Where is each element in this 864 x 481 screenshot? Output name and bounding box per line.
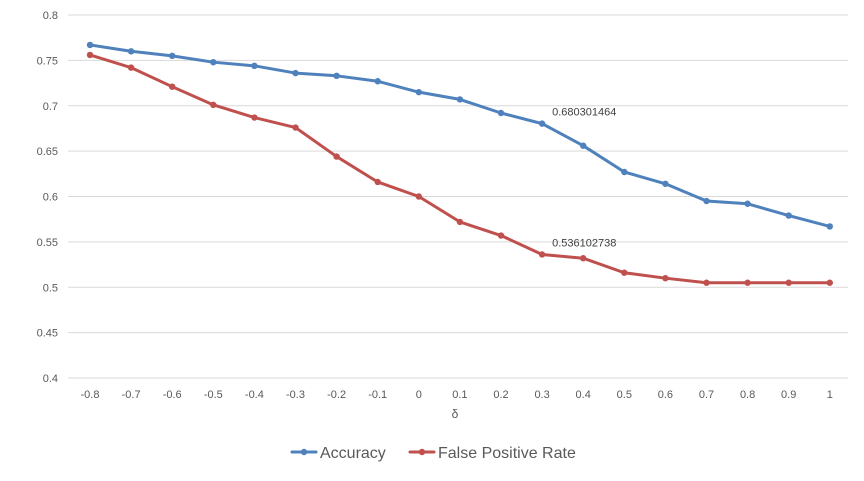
data-point xyxy=(333,153,340,160)
x-tick-label: 0 xyxy=(416,389,422,401)
x-tick-label: -0.1 xyxy=(368,389,387,401)
data-point xyxy=(456,218,464,226)
y-tick-label: 0.75 xyxy=(37,55,58,67)
data-point xyxy=(662,180,669,187)
data-point xyxy=(292,69,299,77)
legend: Accuracy False Positive Rate xyxy=(290,445,576,462)
x-tick-label: 1 xyxy=(827,389,833,401)
data-point xyxy=(169,83,176,90)
x-tick-label: -0.8 xyxy=(81,389,100,401)
x-tick-label: 0.7 xyxy=(699,389,714,401)
x-tick-label: 0.9 xyxy=(781,389,796,401)
legend-label: Accuracy xyxy=(320,445,386,462)
y-tick-label: 0.5 xyxy=(43,282,58,294)
gridlines xyxy=(68,14,848,379)
data-point xyxy=(538,120,546,127)
data-point xyxy=(169,52,176,60)
x-tick-label: -0.2 xyxy=(327,389,346,401)
series-line xyxy=(88,43,832,228)
x-tick-label: -0.4 xyxy=(245,389,264,401)
data-point xyxy=(374,78,381,85)
x-tick-label: -0.7 xyxy=(122,389,141,401)
data-point xyxy=(456,96,464,103)
data-annotations: 0.680301464 0.536102738 xyxy=(552,107,616,250)
x-tick-label: -0.6 xyxy=(163,389,182,401)
series-1 xyxy=(86,51,833,286)
data-label: 0.536102738 xyxy=(552,237,616,249)
y-tick-label: 0.7 xyxy=(43,101,58,113)
data-point xyxy=(497,232,505,239)
y-tick-label: 0.8 xyxy=(43,10,58,22)
data-point xyxy=(127,48,135,55)
data-point xyxy=(621,269,628,276)
data-point xyxy=(662,274,669,282)
data-point xyxy=(703,279,710,286)
data-point xyxy=(333,72,340,80)
legend-item: False Positive Rate xyxy=(408,445,576,462)
data-point xyxy=(251,114,258,121)
x-tick-label: -0.3 xyxy=(286,389,305,401)
x-tick-label: 0.6 xyxy=(658,389,673,401)
data-label: 0.680301464 xyxy=(552,107,616,119)
y-tick-label: 0.55 xyxy=(37,237,58,249)
data-point xyxy=(826,223,833,230)
data-point xyxy=(292,124,299,131)
data-point xyxy=(744,200,751,207)
data-point xyxy=(580,255,587,262)
y-tick-label: 0.4 xyxy=(43,373,58,385)
data-point xyxy=(210,58,217,66)
data-point xyxy=(621,168,628,176)
legend-marker xyxy=(418,448,426,456)
data-point xyxy=(580,142,587,149)
data-point xyxy=(744,279,751,286)
data-point xyxy=(538,251,546,258)
data-point xyxy=(374,178,381,186)
legend-marker xyxy=(300,448,308,456)
y-axis-ticks: 0.4 0.45 0.5 0.55 0.6 0.65 0.7 0.75 0.8 xyxy=(37,10,58,385)
y-tick-label: 0.45 xyxy=(37,328,58,340)
x-tick-label: -0.5 xyxy=(204,389,223,401)
data-point xyxy=(415,193,422,200)
data-point xyxy=(703,197,710,205)
data-point xyxy=(497,109,505,117)
x-tick-label: 0.3 xyxy=(534,389,549,401)
data-point xyxy=(826,279,833,286)
legend-item: Accuracy xyxy=(290,445,386,462)
data-point xyxy=(210,101,217,109)
x-axis-title: δ xyxy=(452,407,459,421)
data-point xyxy=(127,64,135,71)
legend-label: False Positive Rate xyxy=(438,445,576,462)
series-0 xyxy=(86,41,833,230)
data-point xyxy=(251,62,258,70)
x-tick-label: 0.8 xyxy=(740,389,755,401)
y-tick-label: 0.65 xyxy=(37,146,58,158)
data-point xyxy=(86,51,94,59)
x-axis-ticks: -0.8 -0.7 -0.6 -0.5 -0.4 -0.3 -0.2 -0.1 0 0.1 0.2 0… xyxy=(81,389,833,401)
data-point xyxy=(785,279,792,286)
data-point xyxy=(415,88,422,96)
x-tick-label: 0.4 xyxy=(576,389,591,401)
x-tick-label: 0.2 xyxy=(493,389,508,401)
series-lines xyxy=(86,41,833,286)
x-tick-label: 0.5 xyxy=(617,389,632,401)
y-tick-label: 0.6 xyxy=(43,192,58,204)
data-point xyxy=(785,212,792,219)
data-point xyxy=(86,41,94,49)
x-tick-label: 0.1 xyxy=(452,389,467,401)
series-line xyxy=(88,53,832,285)
